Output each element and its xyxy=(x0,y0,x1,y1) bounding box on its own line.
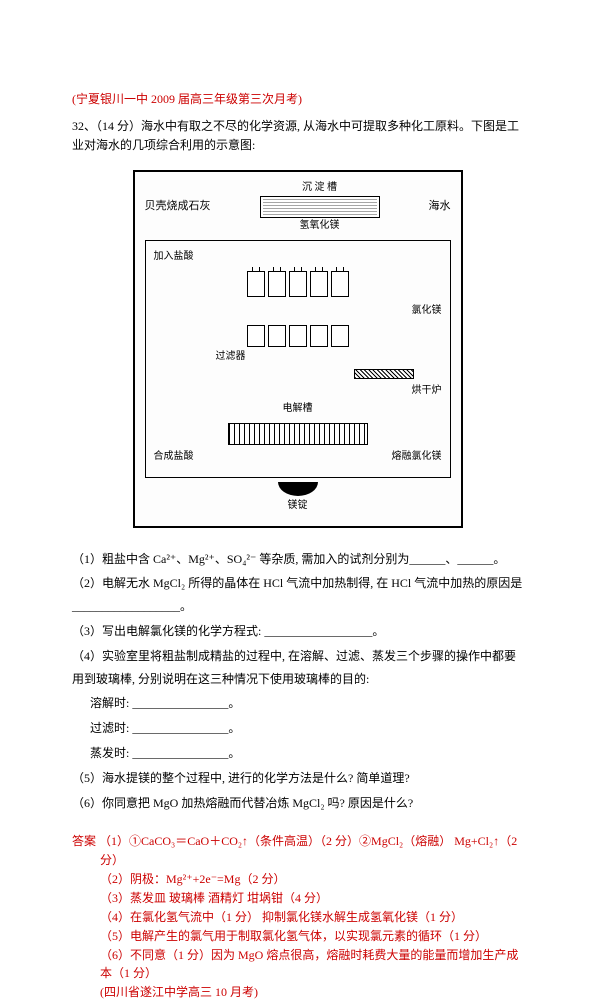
q5: （5）海水提镁的整个过程中, 进行的化学方法是什么? 简单道理? xyxy=(72,767,523,790)
label-sed-tank: 沉 淀 槽 xyxy=(302,180,337,196)
label-dryer: 烘干炉 xyxy=(154,383,442,399)
q2: （2）电解无水 MgCl₂ 所得的晶体在 HCl 气流中加热制得, 在 HCl … xyxy=(72,572,523,618)
label-shell: 贝壳 xyxy=(145,198,167,216)
answer-block: 答案 （1）①CaCO₃＝CaO＋CO₂↑（条件高温）（2 分）②MgCl₂（熔… xyxy=(72,832,523,1001)
answer-title: 答案 xyxy=(72,834,96,848)
figure-container: 贝壳 烧成石灰 沉 淀 槽 氢氧化镁 海水 加入盐酸 氯化镁 过滤器 烘干炉 电… xyxy=(72,170,523,528)
a2: （2）阴极：Mg²⁺+2e⁻=Mg（2 分） xyxy=(72,870,523,888)
label-lime: 烧成石灰 xyxy=(167,198,211,216)
a5: （5）电解产生的氯气用于制取氯化氢气体，以实现氯元素的循环（1 分） xyxy=(72,927,523,945)
label-electrolysis: 电解槽 xyxy=(154,401,442,417)
q6: （6）你同意把 MgO 加热熔融而代替冶炼 MgCl₂ 吗? 原因是什么? xyxy=(72,792,523,815)
q3: （3）写出电解氯化镁的化学方程式: __________________。 xyxy=(72,620,523,643)
a1b: 分） xyxy=(72,851,523,869)
source-header: (宁夏银川一中 2009 届高三年级第三次月考) xyxy=(72,90,523,109)
a3: （3）蒸发皿 玻璃棒 酒精灯 坩埚钳（4 分） xyxy=(72,889,523,907)
source-footer: (四川省遂江中学高三 10 月考) xyxy=(72,983,523,1001)
electrolyzer-graphic xyxy=(228,423,368,445)
label-seawater: 海水 xyxy=(429,198,451,216)
q4a: 溶解时: ________________。 xyxy=(72,692,523,715)
a6: （6）不同意（1 分）因为 MgO 熔点很高，熔融时耗费大量的能量而增加生产成本… xyxy=(72,946,523,982)
q4c: 蒸发时: ________________。 xyxy=(72,742,523,765)
label-add-hcl: 加入盐酸 xyxy=(154,249,442,265)
a4: （4）在氯化氢气流中（1 分） 抑制氯化镁水解生成氢氧化镁（1 分） xyxy=(72,908,523,926)
q4: （4）实验室里将粗盐制成精盐的过程中, 在溶解、过滤、蒸发三个步骤的操作中都要用… xyxy=(72,645,523,691)
label-molten: 熔融氯化镁 xyxy=(392,449,442,465)
label-ingot: 镁锭 xyxy=(145,498,451,514)
label-hcl-synth: 合成盐酸 xyxy=(154,449,194,465)
label-filter: 过滤器 xyxy=(216,349,442,365)
a1: （1）①CaCO₃＝CaO＋CO₂↑（条件高温）（2 分）②MgCl₂（熔融） … xyxy=(99,834,517,848)
sed-tank-graphic xyxy=(260,196,380,218)
q1: （1）粗盐中含 Ca²⁺、Mg²⁺、SO₄²⁻ 等杂质, 需加入的试剂分别为__… xyxy=(72,548,523,571)
dryer-graphic xyxy=(354,369,414,379)
label-mgoh2: 氢氧化镁 xyxy=(300,218,340,234)
ingot-graphic xyxy=(278,482,318,496)
process-diagram: 贝壳 烧成石灰 沉 淀 槽 氢氧化镁 海水 加入盐酸 氯化镁 过滤器 烘干炉 电… xyxy=(133,170,463,528)
filters xyxy=(154,325,442,347)
question-blanks: （1）粗盐中含 Ca²⁺、Mg²⁺、SO₄²⁻ 等杂质, 需加入的试剂分别为__… xyxy=(72,548,523,815)
label-mgcl2: 氯化镁 xyxy=(154,303,442,319)
question-intro: 32、（14 分）海水中有取之不尽的化学资源, 从海水中可提取多种化工原料。下图… xyxy=(72,117,523,155)
q4b: 过滤时: ________________。 xyxy=(72,717,523,740)
electrolytic-cells xyxy=(154,271,442,297)
inner-process-box: 加入盐酸 氯化镁 过滤器 烘干炉 电解槽 合成盐酸 熔融氯化镁 xyxy=(145,240,451,478)
